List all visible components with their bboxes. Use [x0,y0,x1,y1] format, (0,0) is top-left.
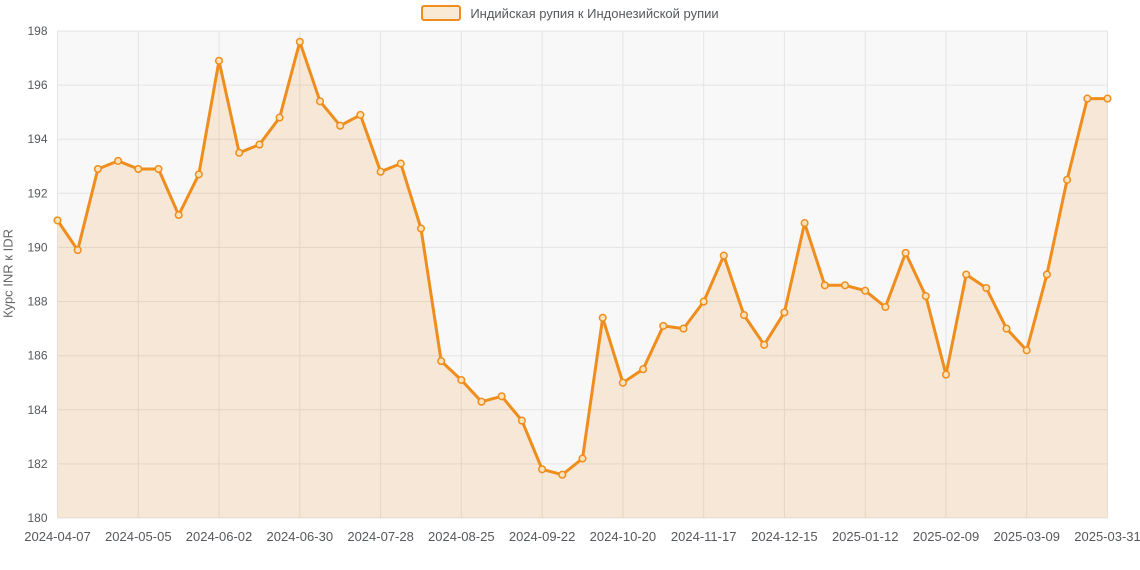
y-tick-label: 190 [27,240,47,254]
data-point[interactable] [114,156,123,165]
y-tick-label: 180 [27,511,47,525]
data-point[interactable] [538,465,547,474]
data-point[interactable] [679,324,688,333]
data-point[interactable] [73,246,82,255]
legend-swatch-icon [421,5,462,21]
data-point[interactable] [457,375,466,385]
data-point[interactable] [154,164,163,174]
legend-label: Индийская рупия к Индонезийской рупии [470,5,719,21]
data-point[interactable] [53,216,62,225]
data-point[interactable] [982,283,991,293]
data-point[interactable] [840,281,850,290]
data-point[interactable] [921,292,930,301]
data-point[interactable] [598,313,607,322]
data-point[interactable] [739,311,749,320]
y-tick-label: 184 [27,403,47,417]
data-point[interactable] [558,470,567,479]
data-point[interactable] [396,159,405,168]
data-point[interactable] [881,302,890,312]
x-tick-label: 2024-12-15 [751,529,818,544]
data-point[interactable] [578,454,587,463]
data-point[interactable] [376,167,385,176]
data-point[interactable] [1083,94,1092,103]
data-point[interactable] [497,392,506,401]
data-point[interactable] [659,321,668,330]
data-point[interactable] [275,113,284,122]
data-point[interactable] [416,224,426,233]
data-point[interactable] [255,140,264,149]
data-point[interactable] [699,297,708,306]
data-point[interactable] [1063,175,1072,184]
data-point[interactable] [760,340,769,349]
y-tick-label: 196 [27,78,47,92]
data-point[interactable] [1042,270,1051,279]
data-point[interactable] [477,397,486,406]
data-point[interactable] [235,148,244,157]
x-tick-label: 2024-07-28 [347,529,414,544]
legend-item-inr-idr[interactable]: Индийская рупия к Индонезийской рупии [421,5,719,21]
data-point[interactable] [941,370,951,379]
data-point[interactable] [174,210,183,220]
x-tick-label: 2025-03-09 [993,529,1060,544]
data-point[interactable] [962,270,971,279]
x-tick-label: 2024-09-22 [509,529,576,544]
data-point[interactable] [134,164,143,174]
data-point[interactable] [93,164,102,174]
x-tick-label: 2024-06-30 [267,529,334,544]
data-point[interactable] [315,97,325,106]
data-point[interactable] [618,378,627,387]
x-tick-label: 2024-10-20 [590,529,657,544]
series-area [57,41,1108,519]
plot-area [57,31,1108,518]
x-tick-label: 2025-02-09 [913,529,980,544]
data-point[interactable] [336,121,345,130]
chart-legend: Индийская рупия к Индонезийской рупии [0,5,1140,21]
data-point[interactable] [194,170,203,179]
data-point[interactable] [295,37,304,46]
data-point[interactable] [639,365,648,374]
data-point[interactable] [800,219,809,228]
data-point[interactable] [517,416,526,425]
x-tick-label: 2024-06-02 [186,529,253,544]
data-point[interactable] [820,281,829,290]
data-point[interactable] [780,308,789,317]
y-tick-label: 194 [27,132,47,146]
data-point[interactable] [356,110,365,119]
data-point[interactable] [1022,346,1031,355]
data-point[interactable] [719,251,728,260]
x-tick-label: 2024-11-17 [671,529,737,544]
x-tick-label: 2024-08-25 [428,529,495,544]
y-tick-label: 188 [27,295,47,309]
data-point[interactable] [437,357,446,366]
data-point[interactable] [1002,324,1011,333]
data-point[interactable] [901,248,910,257]
x-tick-label: 2025-03-31 [1074,529,1140,544]
y-tick-label: 198 [27,24,47,38]
y-tick-label: 182 [27,457,47,471]
y-tick-label: 186 [27,349,47,363]
x-tick-label: 2025-01-12 [832,529,899,544]
data-point[interactable] [861,286,870,295]
x-tick-label: 2024-05-05 [105,529,172,544]
x-tick-label: 2024-04-07 [24,529,91,544]
data-point[interactable] [214,56,224,65]
y-tick-label: 192 [27,186,47,200]
data-point[interactable] [1103,94,1112,103]
